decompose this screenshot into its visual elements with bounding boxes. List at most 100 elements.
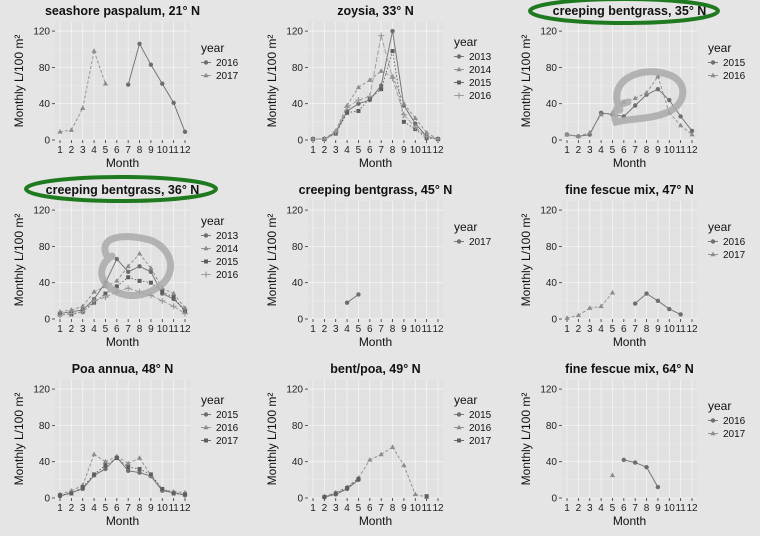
data-point xyxy=(367,457,373,462)
legend-title: year xyxy=(201,214,224,228)
x-tick-label: 7 xyxy=(125,324,131,335)
y-axis-label: Monthly L/100 m² xyxy=(265,214,279,307)
data-point xyxy=(102,458,109,464)
data-point xyxy=(92,472,97,477)
legend-marker xyxy=(710,251,716,257)
data-point xyxy=(632,103,638,108)
data-point xyxy=(137,470,142,475)
data-point xyxy=(57,312,63,319)
series-line-segment xyxy=(128,287,140,293)
panel-title: Poa annua, 48° N xyxy=(72,362,174,376)
data-point xyxy=(125,285,132,292)
series-line-segment xyxy=(346,478,359,489)
series-line-segment xyxy=(150,474,163,490)
series-line-segment xyxy=(150,294,163,302)
x-tick-label: 1 xyxy=(310,503,316,514)
data-point xyxy=(412,115,418,121)
legend-marker xyxy=(457,438,461,443)
y-tick-label: 40 xyxy=(292,99,304,110)
data-point xyxy=(125,460,131,466)
legend-marker xyxy=(203,424,209,430)
x-tick-label: 6 xyxy=(621,503,627,514)
data-point xyxy=(389,75,396,82)
x-tick-label: 11 xyxy=(168,324,179,335)
x-tick-label: 8 xyxy=(390,145,396,156)
panel-title: fine fescue mix, 47° N xyxy=(565,183,694,197)
panel-title: creeping bentgrass, 45° N xyxy=(299,183,453,197)
x-tick-label: 7 xyxy=(632,503,638,514)
x-tick-label: 1 xyxy=(57,324,63,335)
x-tick-label: 8 xyxy=(644,503,650,514)
data-point xyxy=(366,93,373,100)
data-point xyxy=(355,84,362,90)
x-tick-label: 7 xyxy=(378,324,384,335)
y-tick-label: 40 xyxy=(39,278,51,289)
y-tick-label: 80 xyxy=(39,242,51,253)
x-tick-label: 8 xyxy=(390,503,396,514)
data-point xyxy=(171,295,176,300)
data-point xyxy=(390,28,395,34)
data-point xyxy=(378,32,385,39)
data-point xyxy=(389,444,396,449)
y-tick-label: 120 xyxy=(286,27,303,38)
legend-marker xyxy=(203,412,209,417)
x-tick-label: 2 xyxy=(69,324,75,335)
data-point xyxy=(564,315,570,320)
y-tick-label: 0 xyxy=(44,315,50,326)
y-tick-label: 0 xyxy=(297,315,303,326)
data-point xyxy=(333,491,338,496)
x-tick-label: 5 xyxy=(356,503,362,514)
data-point xyxy=(125,269,131,274)
x-tick-label: 8 xyxy=(137,503,143,514)
legend-item: 2017 xyxy=(469,436,492,447)
y-tick-label: 120 xyxy=(540,27,557,38)
x-tick-label: 12 xyxy=(686,145,698,156)
series-line-segment xyxy=(566,314,579,319)
series-line-segment xyxy=(346,103,359,112)
x-tick-label: 12 xyxy=(432,503,444,514)
data-point xyxy=(689,131,695,137)
legend-item: 2015 xyxy=(216,410,239,421)
legend-marker xyxy=(710,430,716,436)
legend-title: year xyxy=(201,393,224,407)
series-2016 xyxy=(310,32,441,143)
plot-area xyxy=(562,201,697,319)
series-line-segment xyxy=(173,296,186,313)
y-tick-label: 80 xyxy=(292,63,304,74)
legend-title: year xyxy=(454,393,477,407)
legend-title: year xyxy=(454,220,477,234)
x-axis-label: Month xyxy=(106,156,139,170)
legend-item: 2014 xyxy=(216,244,239,255)
series-line-segment xyxy=(93,296,106,302)
data-point xyxy=(160,81,165,86)
data-point xyxy=(125,82,131,87)
series-line-segment xyxy=(415,493,427,498)
data-point xyxy=(344,104,351,111)
data-point xyxy=(170,303,177,310)
x-tick-label: 2 xyxy=(69,145,75,156)
x-tick-label: 9 xyxy=(148,503,154,514)
x-tick-label: 2 xyxy=(576,503,582,514)
x-tick-label: 10 xyxy=(664,503,676,514)
y-tick-label: 120 xyxy=(33,385,50,396)
x-tick-label: 8 xyxy=(390,324,396,335)
x-tick-label: 4 xyxy=(598,324,604,335)
plot-area xyxy=(562,380,697,498)
x-tick-label: 3 xyxy=(333,145,339,156)
x-tick-label: 11 xyxy=(675,324,686,335)
x-tick-label: 11 xyxy=(421,503,432,514)
x-tick-label: 7 xyxy=(632,324,638,335)
legend-item: 2013 xyxy=(469,52,492,63)
x-tick-label: 7 xyxy=(125,145,131,156)
x-tick-label: 12 xyxy=(686,503,698,514)
x-tick-label: 9 xyxy=(655,503,661,514)
data-point xyxy=(435,136,441,143)
x-axis-label: Month xyxy=(613,514,646,528)
legend-item: 2016 xyxy=(723,416,746,427)
x-tick-label: 1 xyxy=(57,503,63,514)
series-2014 xyxy=(57,250,188,314)
x-tick-label: 4 xyxy=(91,324,97,335)
data-point xyxy=(182,305,188,310)
